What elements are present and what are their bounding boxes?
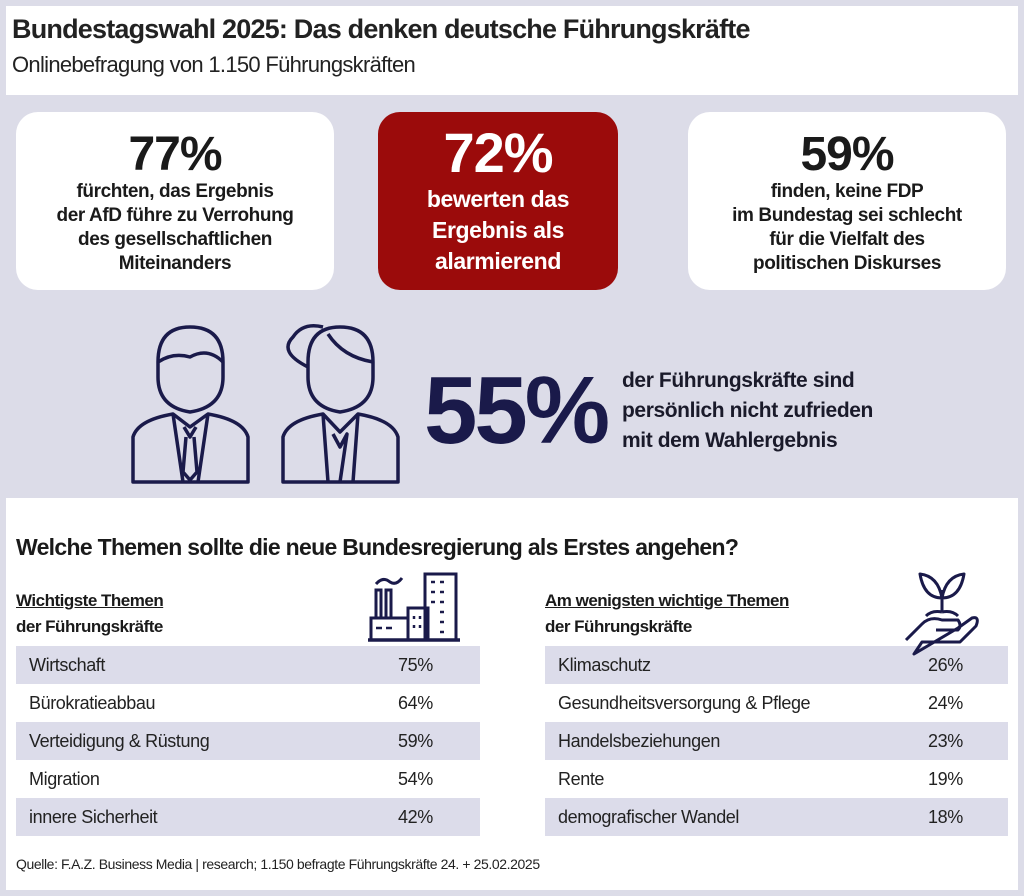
topic-label: demografischer Wandel bbox=[558, 806, 740, 827]
table-row: Handelsbeziehungen 23% bbox=[545, 722, 1008, 760]
stat-card-77: 77% fürchten, das Ergebnis der AfD führe… bbox=[16, 112, 334, 290]
least-heading: Am wenigsten wichtige Themen bbox=[545, 591, 789, 610]
table-row: Gesundheitsversorgung & Pflege 24% bbox=[545, 684, 1008, 722]
highlight-line: der Führungskräfte sind bbox=[622, 369, 855, 392]
source-footer: Quelle: F.A.Z. Business Media | research… bbox=[16, 856, 540, 872]
header bbox=[6, 6, 1018, 95]
topic-value: 75% bbox=[398, 654, 433, 675]
topic-value: 42% bbox=[398, 806, 433, 827]
topic-label: Bürokratieabbau bbox=[29, 692, 156, 713]
stat-text: finden, keine FDP bbox=[770, 181, 924, 202]
most-heading: Wichtigste Themen bbox=[16, 591, 164, 610]
least-subheading: der Führungskräfte bbox=[545, 617, 692, 636]
topic-value: 26% bbox=[928, 654, 963, 675]
stat-text: bewerten das bbox=[426, 186, 570, 212]
topic-value: 18% bbox=[928, 806, 963, 827]
stat-value: 77% bbox=[128, 128, 222, 181]
page-title: Bundestagswahl 2025: Das denken deutsche… bbox=[12, 14, 751, 44]
topic-label: Gesundheitsversorgung & Pflege bbox=[558, 692, 811, 713]
stat-text: alarmierend bbox=[434, 248, 561, 274]
table-row: innere Sicherheit 42% bbox=[16, 798, 480, 836]
stat-text: des gesellschaftlichen bbox=[78, 229, 272, 250]
stat-text: für die Vielfalt des bbox=[769, 229, 925, 250]
topic-value: 19% bbox=[928, 768, 963, 789]
topic-label: Klimaschutz bbox=[558, 654, 651, 675]
topic-label: Rente bbox=[558, 768, 605, 789]
businessman-businesswoman-icon bbox=[131, 324, 400, 484]
topic-value: 54% bbox=[398, 768, 433, 789]
table-row: Wirtschaft 75% bbox=[16, 646, 480, 684]
topic-value: 24% bbox=[928, 692, 963, 713]
industry-city-icon bbox=[368, 572, 460, 642]
topic-value: 59% bbox=[398, 730, 433, 751]
page-subtitle: Onlinebefragung von 1.150 Führungskräfte… bbox=[12, 52, 416, 77]
table-row: Rente 19% bbox=[545, 760, 1008, 798]
stat-value: 72% bbox=[443, 121, 553, 184]
least-important-table: Klimaschutz 26% Gesundheitsversorgung & P… bbox=[545, 646, 1008, 836]
topic-value: 64% bbox=[398, 692, 433, 713]
stat-card-72: 72% bewerten das Ergebnis als alarmieren… bbox=[378, 112, 618, 290]
stat-text: Miteinanders bbox=[118, 253, 232, 274]
highlight-text: der Führungskräfte sind persönlich nicht… bbox=[622, 366, 873, 456]
table-row: demografischer Wandel 18% bbox=[545, 798, 1008, 836]
question-heading: Welche Themen sollte die neue Bundesregi… bbox=[16, 534, 739, 560]
stat-text: fürchten, das Ergebnis bbox=[76, 181, 274, 202]
table-row: Migration 54% bbox=[16, 760, 480, 798]
stat-text: der AfD führe zu Verrohung bbox=[56, 205, 294, 226]
most-important-table: Wirtschaft 75% Bürokratieabbau 64% Verteid… bbox=[16, 646, 480, 836]
table-row: Bürokratieabbau 64% bbox=[16, 684, 480, 722]
least-important-heading: Am wenigsten wichtige Themen der Führung… bbox=[545, 588, 789, 640]
stat-text: Ergebnis als bbox=[432, 217, 564, 243]
topic-value: 23% bbox=[928, 730, 963, 751]
stat-text: im Bundestag sei schlecht bbox=[732, 205, 962, 226]
topic-label: Handelsbeziehungen bbox=[558, 730, 720, 751]
topic-label: Wirtschaft bbox=[29, 654, 106, 675]
topic-label: innere Sicherheit bbox=[29, 806, 158, 827]
stat-text: politischen Diskurses bbox=[752, 253, 941, 274]
highlight-line: mit dem Wahlergebnis bbox=[622, 429, 838, 452]
stat-card-59: 59% finden, keine FDP im Bundestag sei s… bbox=[688, 112, 1006, 290]
highlight-line: persönlich nicht zufrieden bbox=[622, 399, 873, 422]
table-row: Verteidigung & Rüstung 59% bbox=[16, 722, 480, 760]
most-subheading: der Führungskräfte bbox=[16, 617, 163, 636]
plant-in-hand-icon bbox=[904, 572, 979, 656]
stat-value: 59% bbox=[800, 128, 894, 181]
most-important-heading: Wichtigste Themen der Führungskräfte bbox=[16, 588, 164, 640]
table-row: Klimaschutz 26% bbox=[545, 646, 1008, 684]
highlight-value: 55% bbox=[424, 357, 610, 464]
topic-label: Migration bbox=[29, 768, 100, 789]
topic-label: Verteidigung & Rüstung bbox=[29, 730, 210, 751]
